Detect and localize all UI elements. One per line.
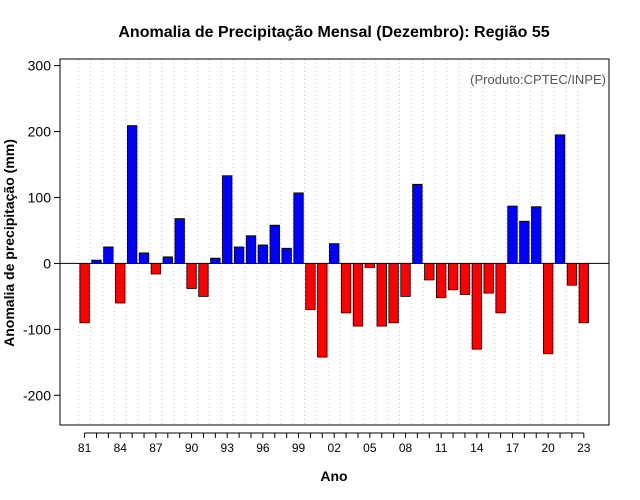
- bar-1981: [79, 263, 90, 324]
- bar-1991: [198, 263, 209, 297]
- bar-2004: [352, 263, 364, 327]
- chart-title: Anomalia de Precipitação Mensal (Dezembr…: [118, 24, 549, 41]
- bar-2018: [519, 220, 530, 264]
- bar-2011: [436, 263, 447, 299]
- x-tick-label: 02: [328, 441, 342, 455]
- x-tick-label: 11: [435, 441, 448, 455]
- source-annotation: (Produto:CPTEC/INPE): [470, 72, 606, 87]
- bar-1994: [233, 246, 245, 264]
- bar-2013: [459, 263, 471, 295]
- bar-2003: [340, 263, 352, 314]
- bar-1984: [115, 263, 126, 304]
- x-tick-label: 93: [221, 441, 235, 455]
- x-tick-label: 96: [256, 441, 270, 455]
- bar-1983: [103, 246, 114, 264]
- x-tick-label: 99: [292, 441, 306, 455]
- bar-2008: [400, 263, 411, 297]
- bar-2001: [317, 263, 328, 358]
- y-axis: -200 -100 0 100 200 300: [23, 58, 60, 403]
- bar-1996: [257, 244, 269, 264]
- y-tick-label: 200: [28, 124, 52, 140]
- bar-1990: [186, 263, 197, 289]
- y-tick-label: -200: [23, 387, 51, 403]
- bar-1988: [162, 256, 173, 264]
- bar-2014: [471, 263, 482, 350]
- bar-2023: [578, 263, 589, 324]
- bar-2006: [376, 263, 387, 327]
- x-axis-label: Ano: [320, 468, 347, 484]
- x-tick-label: 84: [114, 441, 128, 455]
- plot-frame: [59, 58, 610, 426]
- bar-2000: [305, 263, 316, 310]
- bar-2017: [507, 205, 518, 264]
- bar-2021: [554, 134, 566, 264]
- bar-2016: [495, 263, 506, 314]
- x-tick-label: 90: [185, 441, 199, 455]
- bar-1992: [210, 257, 221, 264]
- y-tick-label: 0: [43, 255, 51, 271]
- y-axis-label: Anomalia de precipitação (mm): [1, 139, 17, 347]
- bar-2009: [412, 183, 423, 264]
- bar-1986: [138, 252, 150, 264]
- bar-2005: [364, 263, 376, 268]
- bar-2007: [388, 263, 399, 324]
- bar-2022: [566, 263, 578, 286]
- y-tick-label: 300: [28, 58, 52, 74]
- x-tick-label: 81: [78, 441, 92, 455]
- bar-2015: [483, 263, 494, 294]
- x-tick-label: 14: [470, 441, 484, 455]
- bar-1999: [293, 192, 304, 264]
- y-tick-label: 100: [28, 189, 52, 205]
- bar-2010: [424, 263, 435, 281]
- x-tick-label: 87: [149, 441, 163, 455]
- bar-2002: [329, 243, 340, 264]
- bar-1985: [126, 125, 138, 264]
- bar-2020: [542, 263, 554, 355]
- bar-2012: [447, 263, 459, 291]
- bar-1995: [245, 235, 257, 264]
- bar-1997: [269, 224, 280, 264]
- bar-1982: [91, 259, 102, 264]
- x-tick-label: 17: [506, 441, 520, 455]
- x-tick-label: 08: [399, 441, 413, 455]
- grid-lines: [78, 59, 579, 425]
- bar-1987: [150, 263, 162, 275]
- bar-1998: [281, 247, 292, 264]
- x-axis: 81 84 87 90 93 96 99 02 05 08 11 14 17 20 23: [78, 432, 591, 455]
- bar-2019: [531, 206, 542, 264]
- x-tick-label: 20: [541, 441, 555, 455]
- x-tick-label: 23: [577, 441, 591, 455]
- bar-1993: [222, 175, 233, 264]
- bar-1989: [174, 218, 185, 264]
- x-tick-label: 05: [363, 441, 377, 455]
- bars: [79, 125, 589, 358]
- y-tick-label: -100: [23, 321, 51, 337]
